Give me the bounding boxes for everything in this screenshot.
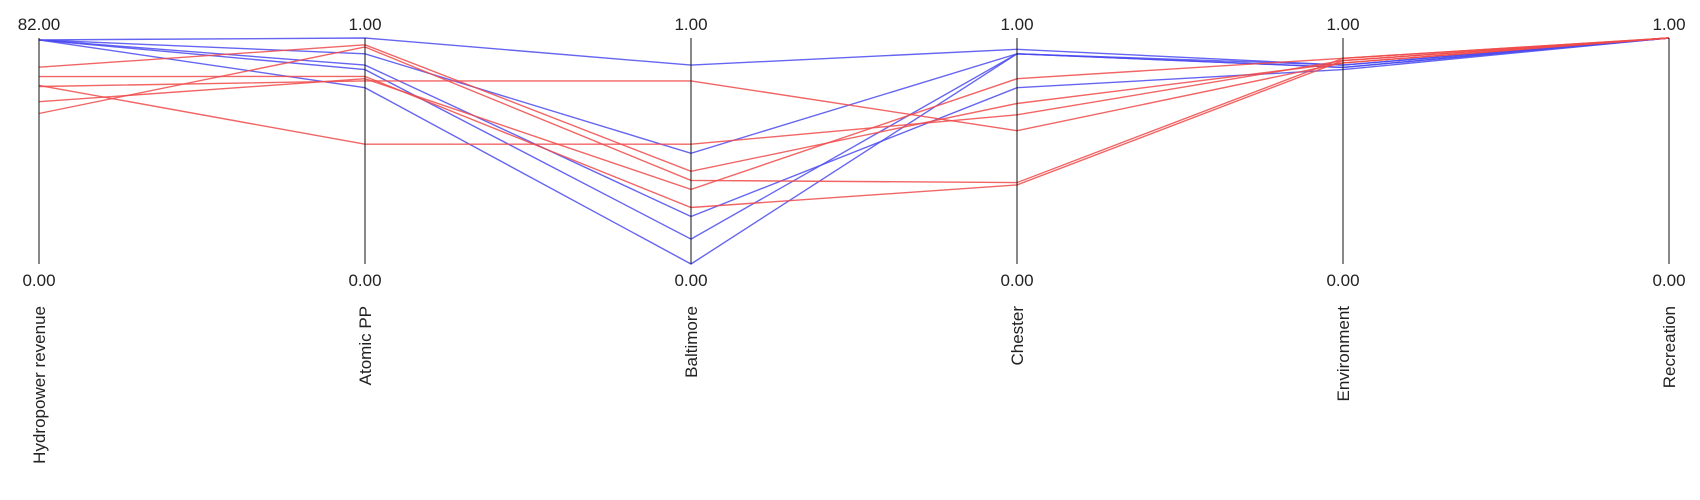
axis-name-label: Chester (1008, 306, 1027, 366)
axis-min-label: 0.00 (1000, 271, 1033, 290)
axis-atomic-pp: 1.00 0.00 Atomic PP (348, 15, 381, 385)
polyline-red-10 (38, 37, 1670, 191)
axis-name-label: Baltimore (682, 306, 701, 378)
axis-max-label: 1.00 (674, 15, 707, 34)
axis-min-label: 0.00 (1652, 271, 1685, 290)
axis-min-label: 0.00 (1326, 271, 1359, 290)
axis-max-label: 1.00 (1326, 15, 1359, 34)
polyline-blue-2 (38, 37, 1670, 155)
axis-name-label: Environment (1334, 306, 1353, 402)
axis-max-label: 1.00 (348, 15, 381, 34)
axis-hydropower-revenue: 82.00 0.00 Hydropower revenue (18, 15, 61, 464)
axis-max-label: 1.00 (1000, 15, 1033, 34)
axis-baltimore: 1.00 0.00 Baltimore (674, 15, 707, 378)
axis-chester: 1.00 0.00 Chester (1000, 15, 1033, 366)
polyline-red-11 (38, 37, 1670, 145)
polylines (38, 37, 1670, 265)
polyline-blue-5 (38, 37, 1670, 265)
polyline-blue-4 (38, 37, 1670, 240)
axis-max-label: 82.00 (18, 15, 61, 34)
axis-recreation: 1.00 0.00 Recreation (1652, 15, 1685, 388)
axis-min-label: 0.00 (22, 271, 55, 290)
axis-max-label: 1.00 (1652, 15, 1685, 34)
axes: 82.00 0.00 Hydropower revenue 1.00 0.00 Atomi… (18, 15, 1686, 464)
axis-name-label: Recreation (1660, 306, 1679, 388)
axis-min-label: 0.00 (348, 271, 381, 290)
axis-name-label: Atomic PP (356, 306, 375, 385)
axis-name-label: Hydropower revenue (30, 306, 49, 464)
axis-min-label: 0.00 (674, 271, 707, 290)
axis-environment: 1.00 0.00 Environment (1326, 15, 1359, 401)
polyline-blue-3 (38, 37, 1670, 218)
